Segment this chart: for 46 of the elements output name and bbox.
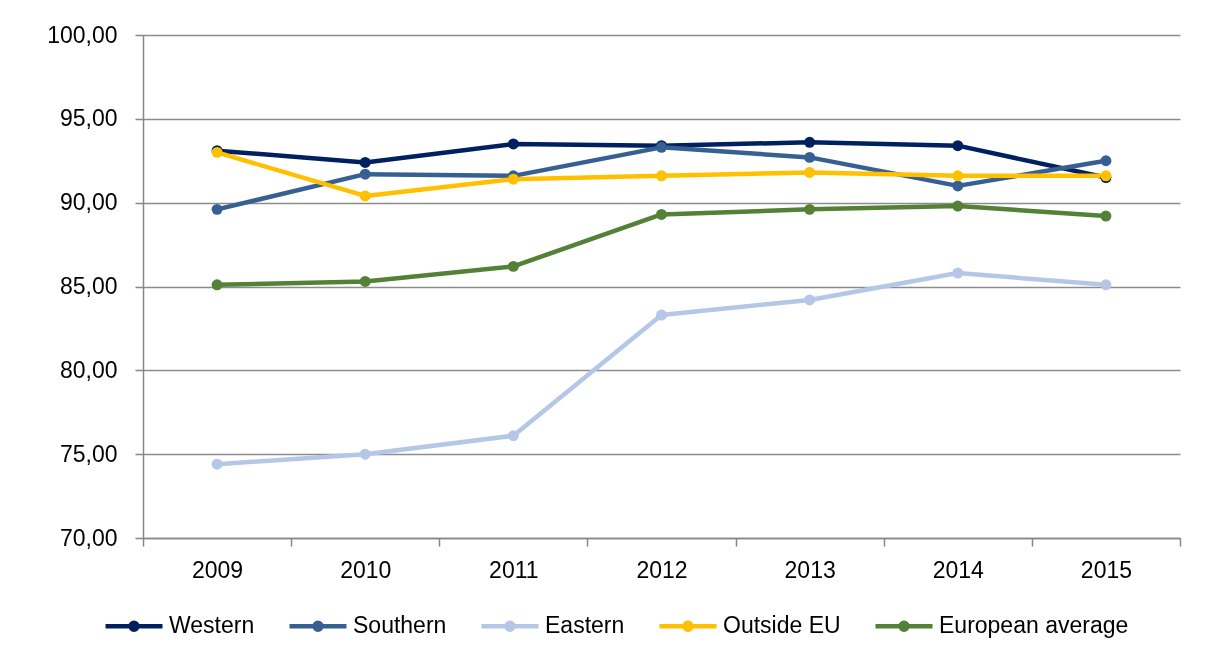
y-tick-label: 95,00 — [59, 105, 118, 132]
x-tick-label: 2009 — [191, 556, 244, 583]
legend-label: European average — [939, 612, 1129, 639]
y-tick-label: 100,00 — [47, 21, 118, 48]
point — [359, 168, 371, 180]
legend-label: Eastern — [545, 612, 625, 639]
y-tick-label: 75,00 — [59, 440, 118, 467]
point — [211, 279, 223, 291]
point — [952, 170, 964, 182]
point — [1100, 155, 1112, 167]
x-tick-label: 2014 — [932, 556, 985, 583]
point — [804, 136, 816, 148]
x-tick-label: 2010 — [340, 556, 392, 583]
point — [952, 140, 964, 152]
point — [507, 138, 519, 150]
point — [507, 260, 519, 272]
point — [952, 267, 964, 279]
point — [804, 167, 816, 178]
x-tick-label: 2012 — [636, 556, 688, 583]
point — [804, 203, 816, 215]
y-tick-label: 85,00 — [59, 273, 118, 299]
point — [804, 294, 816, 306]
point — [656, 309, 667, 321]
point — [656, 170, 667, 182]
x-tick-label: 2011 — [489, 556, 539, 583]
y-tick-label: 80,00 — [59, 356, 118, 383]
point — [211, 458, 223, 470]
point — [359, 190, 371, 202]
point — [507, 430, 519, 442]
point — [1100, 210, 1112, 222]
point — [952, 200, 964, 212]
point — [359, 448, 371, 460]
point — [211, 203, 223, 215]
point — [656, 208, 667, 220]
point — [952, 180, 964, 192]
point — [359, 156, 371, 168]
legend-label: Southern — [353, 612, 447, 639]
x-tick-label: 2013 — [784, 556, 836, 583]
y-tick-label: 90,00 — [59, 189, 118, 216]
legend-label: Western — [169, 612, 255, 639]
y-tick-label: 70,00 — [59, 524, 118, 551]
legend-label: Outside EU — [723, 612, 841, 639]
point — [359, 276, 371, 287]
point — [1100, 279, 1112, 291]
x-tick-label: 2015 — [1080, 556, 1133, 583]
point — [804, 151, 816, 163]
